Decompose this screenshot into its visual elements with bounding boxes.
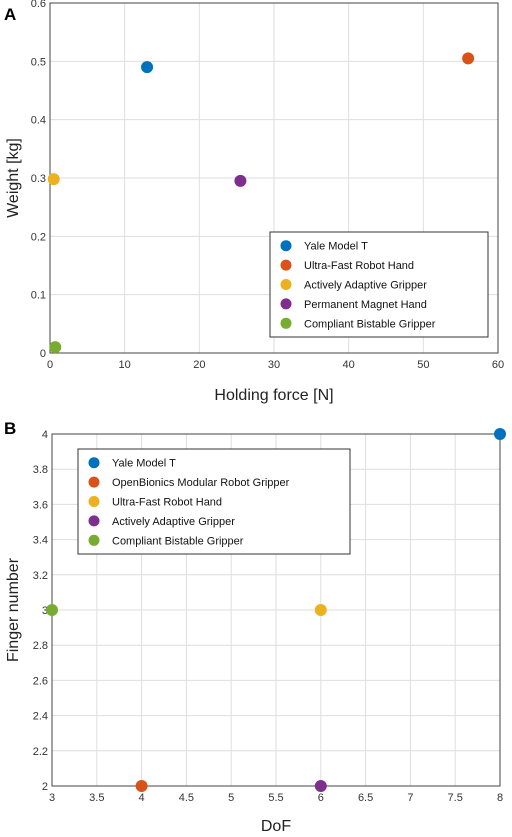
panel-label-b: B: [4, 419, 16, 438]
y-axis-label: Weight [kg]: [5, 138, 22, 218]
legend-marker: [280, 298, 292, 310]
x-tick-label: 3.5: [89, 792, 104, 804]
x-tick-label: 4.5: [179, 792, 194, 804]
y-tick-label: 2.8: [33, 640, 48, 652]
x-tick-label: 5.5: [268, 792, 283, 804]
x-tick-label: 7.5: [448, 792, 463, 804]
data-point: [49, 341, 62, 354]
panel-label-a: A: [4, 5, 16, 24]
y-tick-label: 4: [42, 429, 48, 441]
data-point: [462, 52, 475, 65]
y-tick-label: 0.2: [31, 231, 46, 243]
legend-marker: [88, 534, 100, 546]
data-point: [135, 780, 148, 792]
legend-label: Compliant Bistable Gripper: [112, 535, 244, 547]
x-tick-label: 8: [497, 792, 503, 804]
data-points: [47, 52, 475, 354]
y-tick-label: 3.4: [33, 535, 48, 547]
x-tick-label: 7: [407, 792, 413, 804]
y-tick-label: 0.4: [31, 115, 46, 127]
y-tick-label: 0: [40, 348, 46, 360]
legend-label: Actively Adaptive Gripper: [112, 516, 235, 528]
legend-label: Yale Model T: [304, 241, 368, 253]
x-tick-label: 0: [47, 359, 53, 371]
chart-b: B 3 3.5 4 4.5 5 5.5 6 6.5 7 7.5 8 2 2.2 2.4 2.6 2.8 3 3.2…: [4, 419, 506, 835]
data-points: [46, 428, 506, 792]
x-tick-label: 6: [318, 792, 324, 804]
y-tick-label: 3.6: [33, 499, 48, 511]
y-tick-label: 0.5: [31, 56, 46, 68]
legend-box: [269, 231, 489, 338]
y-tick-label: 2.6: [33, 675, 48, 687]
x-tick-label: 30: [268, 359, 280, 371]
data-point: [314, 604, 327, 616]
legend-marker: [88, 457, 100, 469]
data-point: [46, 604, 58, 616]
x-tick-label: 3: [49, 792, 55, 804]
legend-label: Compliant Bistable Gripper: [304, 318, 436, 330]
y-tick-label: 0.3: [31, 173, 46, 185]
data-point: [494, 428, 506, 440]
x-tick-label: 5: [228, 792, 234, 804]
x-tick-label: 4: [139, 792, 145, 804]
chart-a: A 0 10 20 30 40 50 60 0 0.1 0.2 0.3 0.4 0.5 0.6 Holdi…: [4, 0, 504, 404]
x-axis-label: DoF: [261, 818, 291, 835]
y-tick-label: 2.2: [33, 746, 48, 758]
x-tick-label: 6.5: [358, 792, 373, 804]
legend-marker: [88, 515, 100, 527]
tick-labels: 0 10 20 30 40 50 60 0 0.1 0.2 0.3 0.4 0.5 0.6: [31, 0, 504, 371]
legend-label: Ultra-Fast Robot Hand: [112, 497, 222, 509]
legend-label: Yale Model T: [112, 458, 176, 470]
legend-label: OpenBionics Modular Robot Gripper: [112, 477, 290, 489]
tick-labels: 3 3.5 4 4.5 5 5.5 6 6.5 7 7.5 8 2 2.2 2.4 2.6 2.8 3 3.2 3.…: [33, 429, 503, 804]
x-tick-label: 20: [193, 359, 205, 371]
x-axis-label: Holding force [N]: [214, 387, 333, 404]
y-tick-label: 2: [42, 781, 48, 793]
data-point: [47, 173, 60, 186]
legend-marker: [88, 496, 100, 507]
x-tick-label: 40: [343, 359, 355, 371]
y-tick-label: 0.1: [31, 290, 46, 302]
y-tick-label: 0.6: [31, 0, 46, 10]
x-tick-label: 10: [119, 359, 131, 371]
x-tick-label: 60: [492, 359, 504, 371]
legend-marker: [280, 317, 292, 329]
legend-label: Actively Adaptive Gripper: [304, 280, 427, 292]
legend: Yale Model T Ultra-Fast Robot Hand Activel…: [269, 231, 489, 338]
legend-marker: [88, 476, 100, 488]
legend-box: [77, 448, 351, 555]
legend-label: Ultra-Fast Robot Hand: [304, 260, 414, 272]
y-tick-label: 3.8: [33, 464, 48, 476]
legend-marker: [280, 240, 292, 252]
data-point: [234, 174, 247, 187]
legend-marker: [280, 259, 292, 271]
x-tick-label: 50: [417, 359, 429, 371]
legend: Yale Model T OpenBionics Modular Robot Gr…: [77, 448, 351, 555]
y-tick-label: 2.4: [33, 711, 48, 723]
legend-label: Permanent Magnet Hand: [304, 299, 427, 311]
y-axis-label: Finger number: [5, 557, 22, 662]
y-tick-label: 3: [42, 605, 48, 617]
y-tick-label: 3.2: [33, 570, 48, 582]
data-point: [141, 61, 154, 74]
legend-marker: [280, 279, 292, 290]
data-point: [314, 780, 327, 792]
